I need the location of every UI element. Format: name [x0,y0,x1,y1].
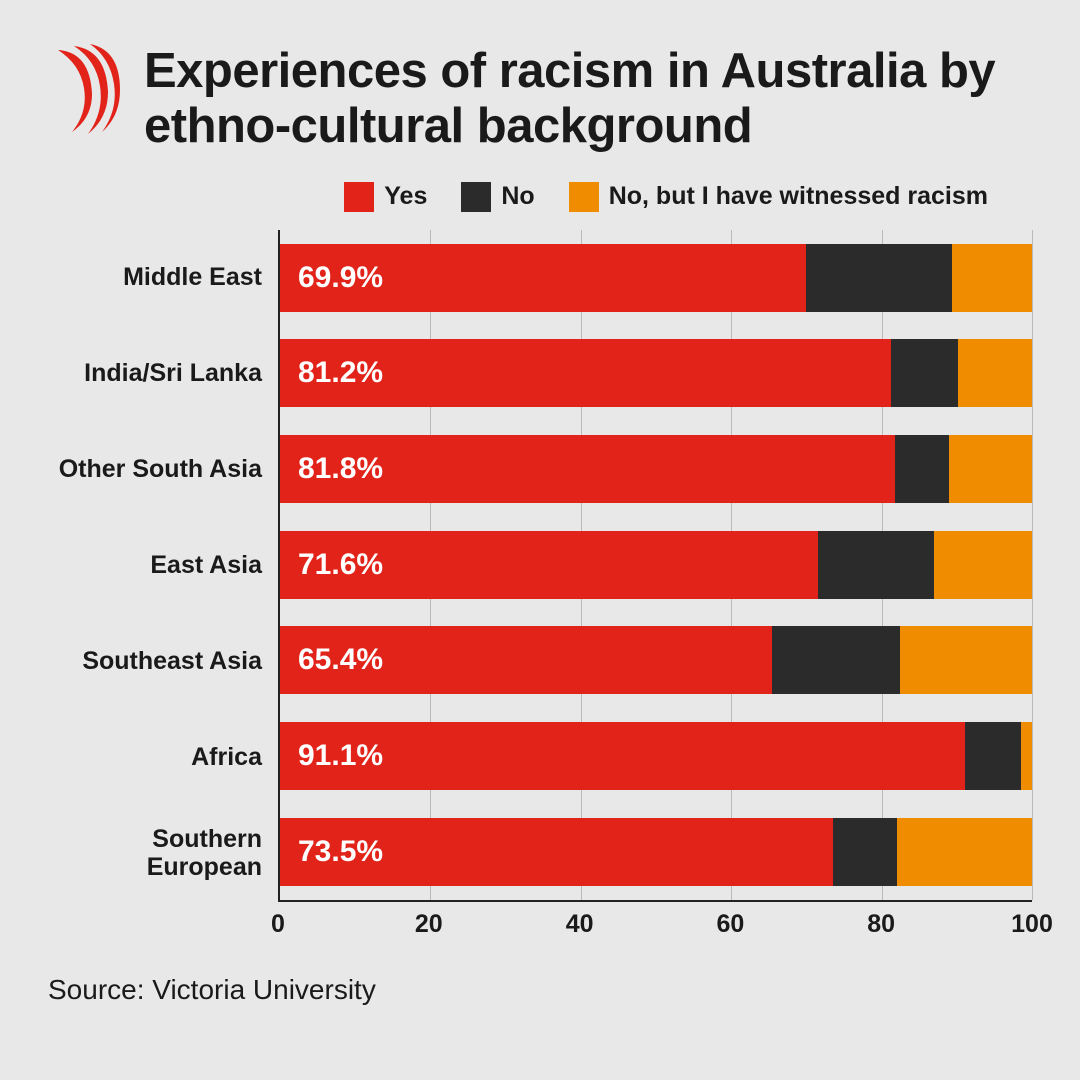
stacked-bar: 65.4% [280,626,1032,694]
segment-witnessed [1021,722,1032,790]
bar-row: 65.4% [280,613,1032,709]
gridline [1032,230,1033,900]
segment-no [965,722,1021,790]
y-axis-label: India/Sri Lanka [48,326,278,422]
swatch-witnessed [569,182,599,212]
y-axis-label: East Asia [48,518,278,614]
source-text: Source: Victoria University [48,974,1032,1006]
y-axis-label: Southern European [48,806,278,902]
segment-no [806,244,953,312]
y-axis-label: Southeast Asia [48,614,278,710]
segment-witnessed [952,244,1032,312]
bar-row: 91.1% [280,708,1032,804]
x-tick-label: 40 [566,910,594,939]
legend-item-yes: Yes [344,182,427,212]
bar-value-label: 69.9% [298,261,383,295]
bar-value-label: 91.1% [298,739,383,773]
stacked-bar: 91.1% [280,722,1032,790]
bar-value-label: 65.4% [298,643,383,677]
legend-label: No, but I have witnessed racism [609,182,988,211]
segment-witnessed [958,339,1032,407]
plot-area: 69.9% 81.2% 81.8% 71.6% 65.4% 91.1% 73.5% [278,230,1032,902]
legend: Yes No No, but I have witnessed racism [48,182,1032,212]
bar-row: 73.5% [280,804,1032,900]
chart-title: Experiences of racism in Australia by et… [144,44,1032,154]
segment-witnessed [949,435,1032,503]
segment-witnessed [897,818,1032,886]
chart: Middle EastIndia/Sri LankaOther South As… [48,230,1032,902]
segment-no [833,818,897,886]
segment-witnessed [934,531,1032,599]
legend-label: Yes [384,182,427,211]
stacked-bar: 73.5% [280,818,1032,886]
x-tick-label: 80 [867,910,895,939]
segment-no [818,531,934,599]
bar-value-label: 81.8% [298,452,383,486]
stacked-bar: 71.6% [280,531,1032,599]
x-tick-label: 20 [415,910,443,939]
stacked-bar: 81.2% [280,339,1032,407]
segment-no [891,339,958,407]
legend-label: No [501,182,534,211]
swatch-no [461,182,491,212]
stacked-bar: 69.9% [280,244,1032,312]
y-axis-label: Middle East [48,230,278,326]
y-axis-label: Other South Asia [48,422,278,518]
x-tick-label: 60 [716,910,744,939]
bar-row: 69.9% [280,230,1032,326]
x-tick-label: 100 [1011,910,1053,939]
swatch-yes [344,182,374,212]
bar-row: 81.8% [280,421,1032,517]
bar-value-label: 71.6% [298,548,383,582]
legend-item-no: No [461,182,534,212]
bar-value-label: 81.2% [298,356,383,390]
stacked-bar: 81.8% [280,435,1032,503]
header: Experiences of racism in Australia by et… [48,44,1032,154]
x-axis: 020406080100 [278,902,1032,948]
bar-row: 71.6% [280,517,1032,613]
sbs-logo-icon [48,44,120,134]
segment-no [895,435,949,503]
y-axis-labels: Middle EastIndia/Sri LankaOther South As… [48,230,278,902]
segment-witnessed [900,626,1032,694]
x-tick-label: 0 [271,910,285,939]
bars: 69.9% 81.2% 81.8% 71.6% 65.4% 91.1% 73.5% [280,230,1032,900]
segment-no [772,626,900,694]
legend-item-witnessed: No, but I have witnessed racism [569,182,988,212]
bar-value-label: 73.5% [298,835,383,869]
bar-row: 81.2% [280,325,1032,421]
y-axis-label: Africa [48,710,278,806]
